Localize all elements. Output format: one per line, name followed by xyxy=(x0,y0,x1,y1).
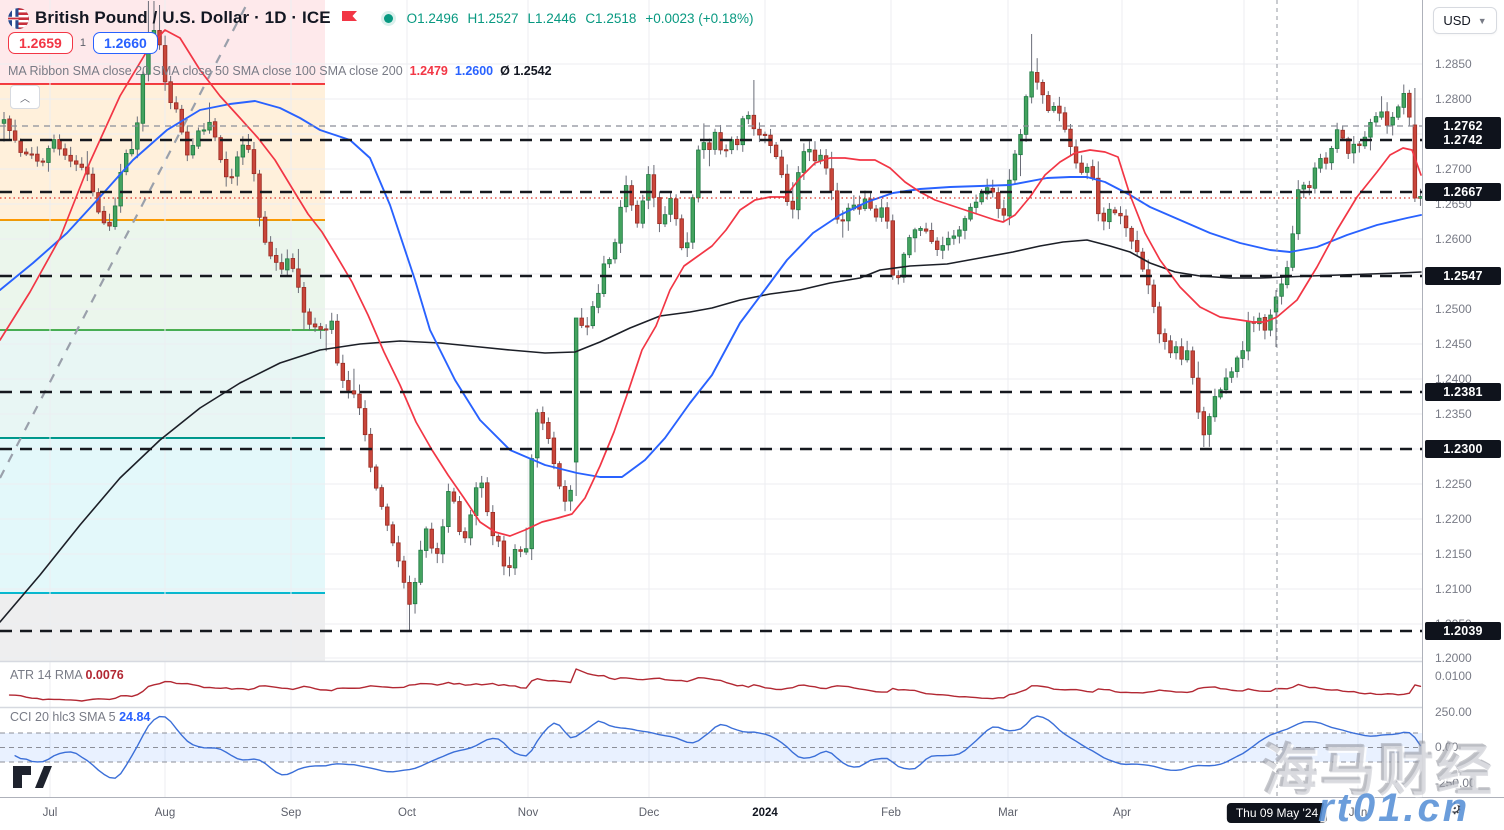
price-tick-label: 1.2150 xyxy=(1435,547,1472,561)
month-label: Mar xyxy=(998,807,1018,819)
price-level-badge: 1.2742 xyxy=(1425,131,1501,149)
price-tick-label: 1.2000 xyxy=(1435,651,1472,665)
price-tick-label: 1.2400 xyxy=(1435,372,1472,386)
price-axis[interactable]: USD ▼ 1.2850 1.2800 1.2700 1.2650 1.2600 1.25… xyxy=(1422,0,1504,830)
ma-ribbon-average-value: Ø 1.2542 xyxy=(500,64,552,78)
atr-label: ATR 14 RMA xyxy=(10,668,83,682)
price-tick-label: 1.2600 xyxy=(1435,232,1472,246)
tradingview-logo[interactable] xyxy=(12,764,52,795)
market-status-icon[interactable] xyxy=(383,13,393,23)
price-tick-label: 1.2200 xyxy=(1435,512,1472,526)
price-tick-label: 1.2800 xyxy=(1435,92,1472,106)
ohlc-open: O1.2496 xyxy=(406,10,459,26)
ohlc-close: C1.2518 xyxy=(585,10,637,26)
month-label: Oct xyxy=(398,807,416,819)
indicator-tick-label: 250.00 xyxy=(1435,705,1472,719)
bid-ask-row: 1.2659 1 1.2660 xyxy=(8,32,158,54)
indicator-tick-label: 0.00 xyxy=(1435,740,1459,754)
price-level-badge: 1.2547 xyxy=(1425,267,1501,285)
price-level-badge: 1.2381 xyxy=(1425,383,1501,401)
cci-label: CCI 20 hlc3 SMA 5 xyxy=(10,710,116,724)
month-label: Sep xyxy=(280,807,302,819)
price-level-badge: 1.2300 xyxy=(1425,440,1501,458)
ma-ribbon-sma100-value: 1.2600 xyxy=(454,64,494,78)
month-label: Jun xyxy=(1348,807,1368,819)
buy-button[interactable]: 1.2660 xyxy=(92,32,158,54)
time-axis[interactable]: Thu 09 May '24 Jul Aug Sep Oct Nov Dec 2024 Feb… xyxy=(0,797,1504,830)
month-label: Feb xyxy=(881,807,901,819)
month-label: Aug xyxy=(154,807,176,819)
price-level-badge: 1.2667 xyxy=(1425,183,1501,201)
month-label: Dec xyxy=(638,807,660,819)
sma-100-line xyxy=(0,100,1422,478)
gear-icon[interactable]: ⚙ xyxy=(1447,799,1463,818)
price-level-badge: 1.2762 xyxy=(1425,117,1501,135)
price-tick-label: 1.2500 xyxy=(1435,302,1472,316)
ohlc-low: L1.2446 xyxy=(527,10,577,26)
price-tick-label: 1.2850 xyxy=(1435,57,1472,71)
price-tick-label: 1.2450 xyxy=(1435,337,1472,351)
atr-legend[interactable]: ATR 14 RMA 0.0076 xyxy=(10,668,124,682)
ohlc-high: H1.2527 xyxy=(467,10,519,26)
currency-selector[interactable]: USD ▼ xyxy=(1433,7,1497,34)
month-label: Nov xyxy=(517,807,539,819)
ohlc-change: +0.0023 (+0.18%) xyxy=(645,10,754,26)
sell-button[interactable]: 1.2659 xyxy=(8,32,73,54)
cci-value: 24.84 xyxy=(119,710,151,724)
price-tick-label: 1.2350 xyxy=(1435,407,1472,421)
cci-line xyxy=(14,715,1422,779)
indicator-tick-label: 0.0100 xyxy=(1435,669,1472,683)
month-label: Jul xyxy=(42,807,58,819)
price-tick-label: 1.2250 xyxy=(1435,477,1472,491)
red-flag-icon[interactable] xyxy=(341,9,358,27)
month-label: 2024 xyxy=(752,807,778,819)
price-tick-label: 1.2700 xyxy=(1435,162,1472,176)
spread-value: 1 xyxy=(79,37,86,49)
price-tick-label: 1.2100 xyxy=(1435,582,1472,596)
crosshair-date-badge: Thu 09 May '24 xyxy=(1226,803,1328,823)
symbol-title[interactable]: British Pound / U.S. Dollar · 1D · ICE xyxy=(35,8,331,27)
price-level-badge: 1.2039 xyxy=(1425,622,1501,640)
main-chart-svg[interactable] xyxy=(0,0,1422,797)
symbol-title-row[interactable]: British Pound / U.S. Dollar · 1D · ICE O… xyxy=(8,6,753,30)
ma-ribbon-label: MA Ribbon SMA close 20 SMA close 50 SMA … xyxy=(8,64,403,78)
ohlc-values: O1.2496 H1.2527 L1.2446 C1.2518 +0.0023 … xyxy=(407,11,754,26)
sma-20-line xyxy=(0,29,1422,537)
currency-label: USD xyxy=(1443,13,1471,28)
pair-flag-icon xyxy=(8,7,29,29)
atr-line xyxy=(8,668,1422,702)
cci-legend[interactable]: CCI 20 hlc3 SMA 5 24.84 xyxy=(10,710,150,724)
indicator-tick-label: -250.00 xyxy=(1435,776,1476,790)
ma-ribbon-sma20-value: 1.2479 xyxy=(409,64,448,78)
chevron-down-icon: ▼ xyxy=(1477,15,1487,26)
month-label: Apr xyxy=(1113,807,1131,819)
atr-value: 0.0076 xyxy=(85,668,124,682)
collapse-pane-button[interactable]: ︿ xyxy=(10,85,40,109)
ma-ribbon-legend[interactable]: MA Ribbon SMA close 20 SMA close 50 SMA … xyxy=(8,64,552,78)
